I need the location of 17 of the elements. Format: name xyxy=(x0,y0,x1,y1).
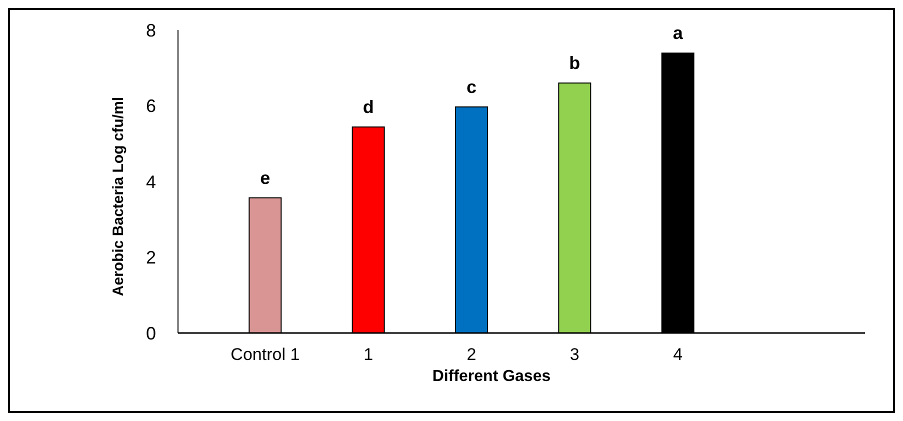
y-tick-label: 0 xyxy=(146,323,156,344)
y-tick-label: 2 xyxy=(146,248,156,268)
y-tick-label: 4 xyxy=(146,172,156,192)
x-axis-title: Different Gases xyxy=(432,368,551,385)
x-tick-label: 4 xyxy=(673,345,683,364)
x-tick-label: 1 xyxy=(364,345,374,364)
y-tick-label: 8 xyxy=(146,20,156,40)
annotation: b xyxy=(569,53,580,74)
x-tick-label: Control 1 xyxy=(230,345,300,364)
x-tick-label: 2 xyxy=(466,345,476,364)
annotation: a xyxy=(672,23,684,44)
annotation: e xyxy=(260,168,270,188)
annotation: c xyxy=(466,76,477,97)
y-axis-title: Aerobic Bacteria Log cfu/ml xyxy=(110,96,127,296)
y-tick-label: 6 xyxy=(146,96,156,116)
annotation: d xyxy=(362,96,374,117)
x-tick-label: 3 xyxy=(570,345,580,364)
